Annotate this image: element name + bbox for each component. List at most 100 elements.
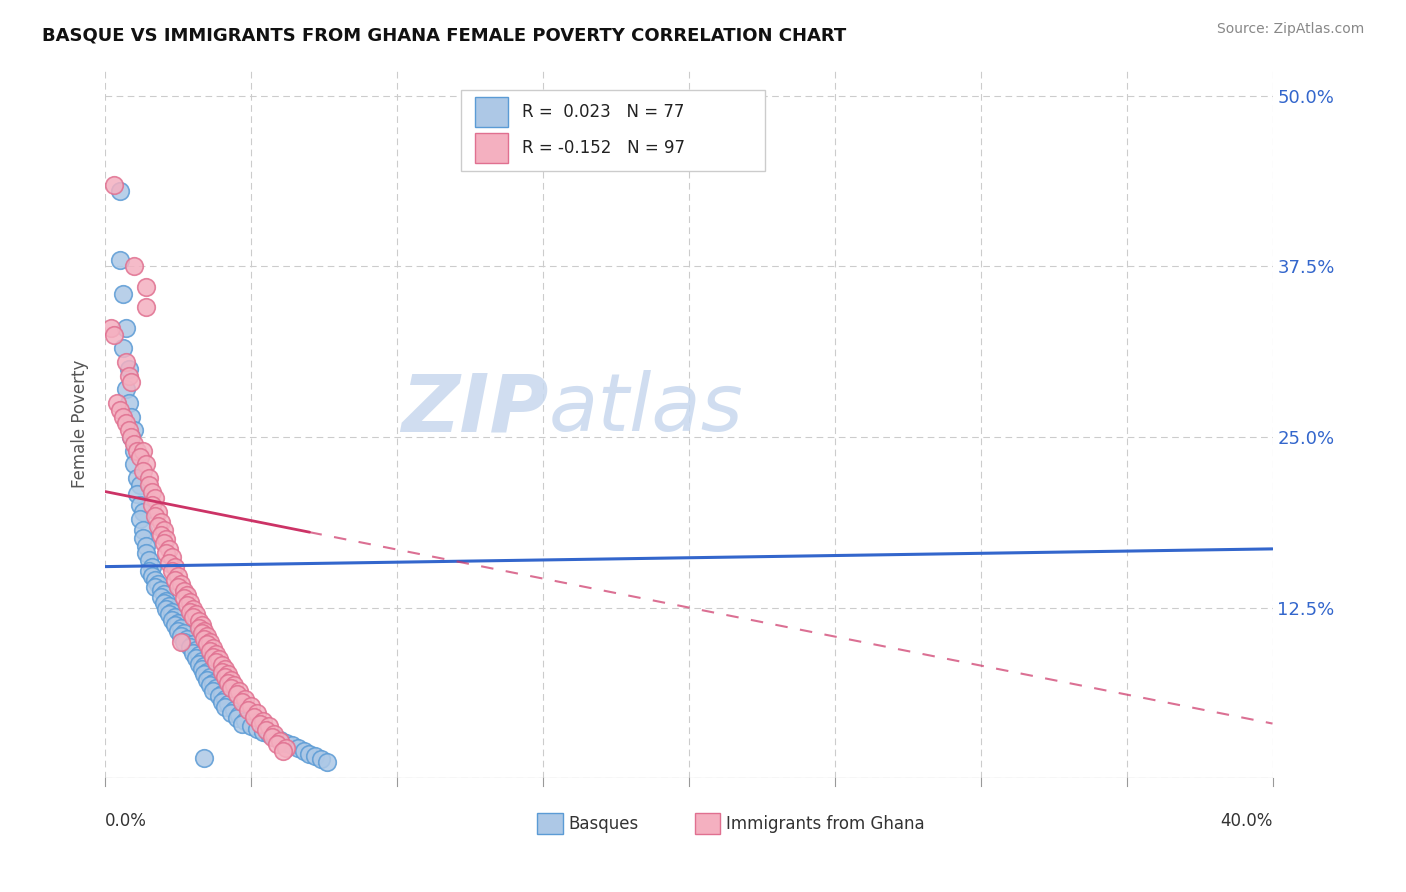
Point <box>127 443 149 458</box>
Point <box>252 724 274 739</box>
Text: atlas: atlas <box>548 370 744 448</box>
Bar <box>475 97 508 127</box>
FancyBboxPatch shape <box>461 90 765 171</box>
Point <box>162 613 184 627</box>
Point <box>132 443 155 458</box>
Point <box>193 667 215 681</box>
Point <box>129 512 152 526</box>
Point <box>121 430 143 444</box>
Point <box>184 643 207 657</box>
Point <box>217 698 239 712</box>
Point <box>254 723 277 738</box>
Point <box>111 286 134 301</box>
Point <box>179 605 201 619</box>
Point <box>167 624 190 638</box>
Point <box>304 749 326 764</box>
Point <box>195 629 218 643</box>
Point <box>260 730 283 744</box>
Point <box>195 673 218 687</box>
Point <box>165 618 187 632</box>
Point <box>165 559 187 574</box>
Point <box>124 443 146 458</box>
Point <box>155 533 177 547</box>
Point <box>190 618 212 632</box>
Text: R =  0.023   N = 77: R = 0.023 N = 77 <box>522 103 685 120</box>
Point <box>135 301 157 315</box>
Point <box>263 730 285 744</box>
Point <box>155 593 177 607</box>
Point <box>132 523 155 537</box>
Point <box>143 574 166 588</box>
Point <box>181 637 204 651</box>
Point <box>187 648 209 663</box>
Point <box>170 577 193 591</box>
Point <box>108 402 131 417</box>
Point <box>138 471 160 485</box>
Point <box>187 614 209 628</box>
Point <box>211 687 233 701</box>
Point <box>149 590 172 604</box>
Text: R = -0.152   N = 97: R = -0.152 N = 97 <box>522 139 685 157</box>
Point <box>205 681 228 695</box>
Point <box>298 747 321 761</box>
Point <box>129 498 152 512</box>
Point <box>114 320 136 334</box>
Point <box>138 553 160 567</box>
Point <box>103 178 125 192</box>
Point <box>117 368 139 383</box>
Point <box>165 610 187 624</box>
Bar <box>475 133 508 163</box>
Point <box>246 706 269 720</box>
Point <box>176 598 198 612</box>
Point <box>114 355 136 369</box>
Point <box>211 665 233 679</box>
Point <box>121 409 143 424</box>
Point <box>141 559 163 574</box>
Point <box>217 667 239 681</box>
Point <box>217 675 239 690</box>
Point <box>184 651 207 665</box>
Point <box>152 536 174 550</box>
Point <box>190 626 212 640</box>
Point <box>146 505 169 519</box>
Point <box>184 607 207 622</box>
Point <box>143 509 166 524</box>
Point <box>214 692 236 706</box>
Point <box>170 634 193 648</box>
Point <box>121 430 143 444</box>
Point <box>155 602 177 616</box>
Point <box>222 678 245 692</box>
Text: ZIP: ZIP <box>402 370 548 448</box>
Point <box>155 546 177 560</box>
Point <box>249 716 271 731</box>
Point <box>124 260 146 274</box>
Point <box>269 734 291 748</box>
Point <box>225 711 247 725</box>
Point <box>114 417 136 431</box>
Point <box>202 675 225 690</box>
Point <box>193 632 215 646</box>
Point <box>124 423 146 437</box>
Point <box>181 610 204 624</box>
Point <box>135 280 157 294</box>
Point <box>173 634 195 648</box>
Point <box>193 624 215 638</box>
Point <box>281 739 304 753</box>
Point <box>202 649 225 664</box>
Point <box>238 703 260 717</box>
Point <box>117 396 139 410</box>
Point <box>173 584 195 599</box>
Bar <box>695 813 720 834</box>
Point <box>135 539 157 553</box>
Point <box>205 655 228 669</box>
Point <box>138 477 160 491</box>
Point <box>193 750 215 764</box>
Point <box>228 708 250 723</box>
Point <box>187 657 209 671</box>
Point <box>269 733 291 747</box>
Point <box>219 706 242 720</box>
Point <box>132 531 155 545</box>
Point <box>214 670 236 684</box>
Point <box>257 727 280 741</box>
Point <box>138 564 160 578</box>
